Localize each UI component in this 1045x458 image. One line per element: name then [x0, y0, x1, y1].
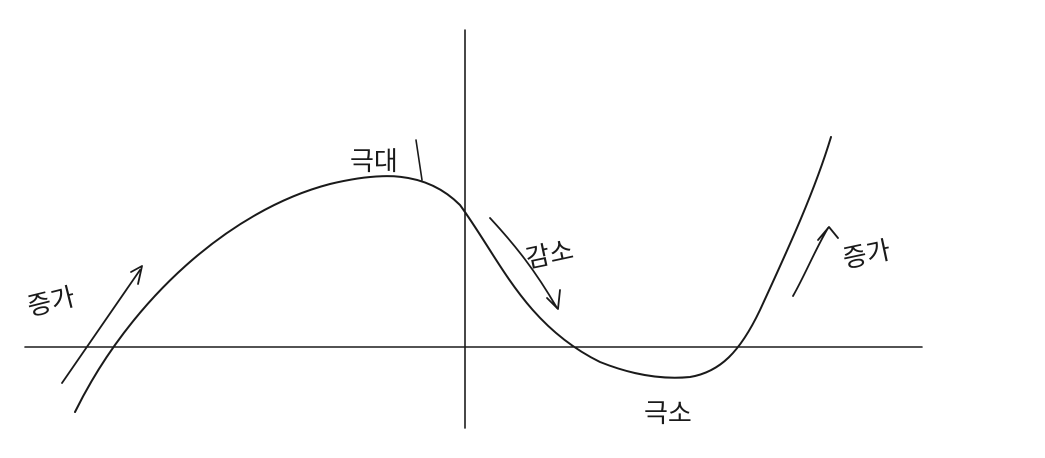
- increase-arrow-right: [792, 226, 839, 297]
- label-local-max: 극대: [350, 147, 398, 177]
- local-max-marker: [415, 139, 423, 181]
- label-local-min: 극소: [644, 399, 692, 429]
- label-decrease: 감소: [523, 236, 576, 275]
- increase-arrow-left: [61, 265, 143, 384]
- label-increase-left: 증가: [24, 282, 78, 323]
- cubic-curve: [74, 136, 832, 413]
- label-increase-right: 증가: [840, 236, 893, 275]
- decrease-arrow: [489, 217, 561, 310]
